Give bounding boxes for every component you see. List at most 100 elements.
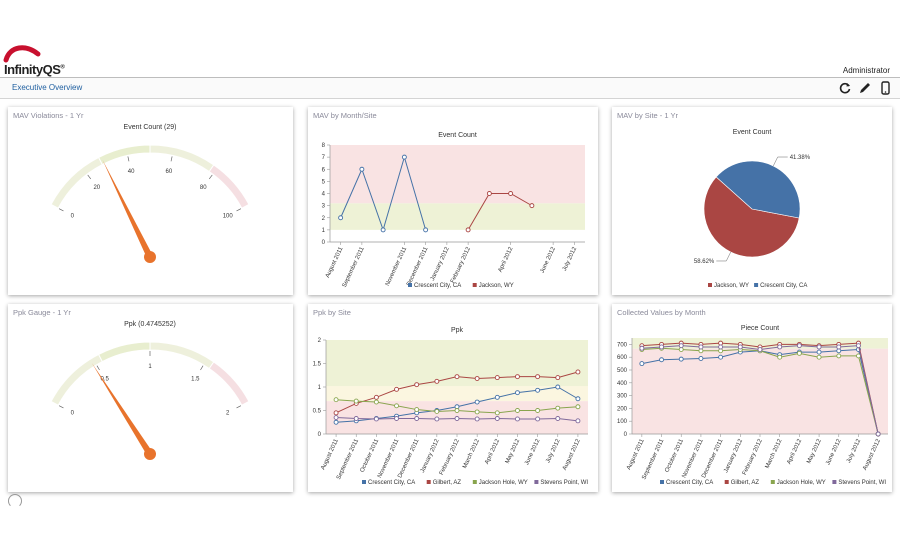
data-point	[718, 354, 724, 360]
data-point	[856, 343, 861, 349]
chart-title: Event Count	[733, 129, 772, 136]
data-point	[698, 356, 704, 361]
gauge-band-0	[50, 156, 104, 209]
legend-swatch	[534, 480, 539, 484]
x-tick-label: October 2011	[664, 438, 685, 474]
legend-label: Crescent City, CA	[760, 283, 807, 289]
pie-data-label: 41.38%	[790, 155, 811, 161]
data-point	[796, 350, 802, 356]
mav-violations-panel[interactable]: MAV Violations - 1 Yr Event Count (29) 0…	[8, 107, 293, 295]
data-point	[535, 416, 541, 422]
data-point	[434, 378, 440, 384]
data-point	[555, 384, 561, 390]
gauge-tick-label: 1.5	[191, 377, 200, 383]
y-tick-label: 6	[322, 167, 326, 173]
x-tick-label: January 2012	[420, 438, 441, 474]
x-tick-label: December 2011	[701, 438, 725, 479]
y-tick-label: 3	[322, 204, 326, 210]
edit-icon[interactable]	[858, 81, 872, 95]
y-tick-label: 1	[322, 228, 326, 234]
data-point	[454, 374, 460, 380]
dashboard-content: MAV Violations - 1 Yr Event Count (29) 0…	[0, 99, 900, 550]
page-title[interactable]: Executive Overview	[12, 83, 83, 92]
data-point	[678, 356, 684, 362]
data-point	[777, 344, 783, 350]
gauge-needle	[91, 362, 156, 460]
data-point	[494, 375, 500, 381]
mav-site-pie-chart: Event Count 58.62% 41.38% Jackson, WY Cresce…	[694, 129, 811, 289]
chart-band-0	[326, 386, 588, 402]
y-tick-label: 0.5	[313, 409, 322, 415]
panel-title: MAV by Site - 1 Yr	[617, 111, 678, 120]
refresh-icon[interactable]	[838, 81, 852, 95]
panel-title: Ppk by Site	[313, 308, 351, 317]
mav-by-month-panel[interactable]: MAV by Month/Site Event Count 0 1 2 3 4 5 6 7 8 Au…	[308, 107, 598, 295]
data-point	[575, 369, 581, 375]
ppk-gauge: Ppk (0.4745252) 0 0.5 1 1.5 2	[50, 321, 250, 460]
gauge-pivot	[144, 448, 156, 460]
data-point	[394, 403, 399, 409]
x-tick-label: March 2012	[462, 438, 481, 470]
pie-label-line	[773, 156, 788, 167]
gauge-band-3	[208, 164, 250, 209]
x-tick-label: August 2011	[320, 438, 340, 471]
y-tick-label: 1.5	[313, 362, 322, 368]
gauge-band-1	[97, 144, 151, 166]
legend-label: Gilbert, AZ	[433, 480, 462, 486]
chart-band-0	[632, 348, 888, 434]
pie-slice	[703, 176, 800, 258]
chart-band-1	[330, 145, 585, 204]
gauge-tick-label: 1	[148, 364, 152, 370]
ppk-gauge-panel[interactable]: Ppk Gauge - 1 Yr Ppk (0.4745252) 0 0.5 1 1.…	[8, 304, 293, 492]
data-point	[338, 215, 344, 221]
data-point	[494, 410, 500, 416]
user-name[interactable]: Administrator	[842, 66, 890, 75]
data-point	[434, 408, 440, 414]
legend-label: Crescent City, CA	[414, 283, 461, 289]
data-point	[796, 343, 802, 349]
y-tick-label: 4	[322, 192, 326, 198]
gauge-band-1	[97, 341, 151, 363]
data-point	[474, 409, 480, 415]
data-point	[575, 418, 581, 424]
data-point	[535, 408, 541, 413]
x-tick-label: November 2011	[377, 438, 401, 479]
legend-swatch	[708, 283, 712, 287]
data-point	[777, 354, 783, 360]
gauge-ticks: 0 20 40 60 80 100	[58, 156, 242, 220]
gauge-band-0	[50, 353, 104, 406]
gauge-bands	[50, 144, 250, 209]
legend-swatch	[770, 480, 775, 484]
gauge-band-3	[208, 361, 250, 406]
mobile-icon[interactable]	[878, 81, 892, 95]
data-point	[474, 416, 480, 422]
x-tick-label: August 2012	[862, 438, 882, 472]
pie-label-line	[716, 251, 731, 262]
data-point	[515, 374, 520, 380]
logo-text[interactable]: InfinityQS®	[4, 62, 65, 77]
data-point	[535, 387, 541, 393]
legend-swatch	[754, 283, 759, 287]
data-point	[515, 408, 520, 413]
gauge-pivot	[144, 251, 156, 263]
data-point	[414, 416, 420, 421]
logo-registered-mark: ®	[60, 64, 65, 71]
x-tick-label: April 2012	[484, 438, 501, 466]
y-tick-label: 300	[617, 394, 628, 400]
collected-values-panel[interactable]: Collected Values by Month Piece Count 0 10…	[612, 304, 892, 492]
mav-gauge: Event Count (29) 0 20 40 60 80 100	[50, 124, 250, 263]
data-point	[494, 416, 500, 421]
data-point	[423, 227, 429, 233]
x-tick-label: June 2012	[540, 246, 558, 275]
ppk-by-site-panel[interactable]: Ppk by Site Ppk 0 0.5 1 1.5 2 August 2011 Septe…	[308, 304, 598, 492]
data-point	[333, 397, 339, 403]
data-point	[373, 416, 379, 422]
chart-band-0	[330, 203, 585, 230]
y-tick-label: 5	[322, 179, 326, 185]
x-tick-label: August 2011	[325, 246, 345, 279]
gauge-tick	[236, 208, 242, 212]
mav-by-site-panel[interactable]: MAV by Site - 1 Yr Event Count 58.62% 41.3…	[612, 107, 892, 295]
data-point	[486, 191, 492, 196]
x-tick-label: December 2011	[397, 438, 421, 479]
series-line-1	[467, 193, 533, 231]
